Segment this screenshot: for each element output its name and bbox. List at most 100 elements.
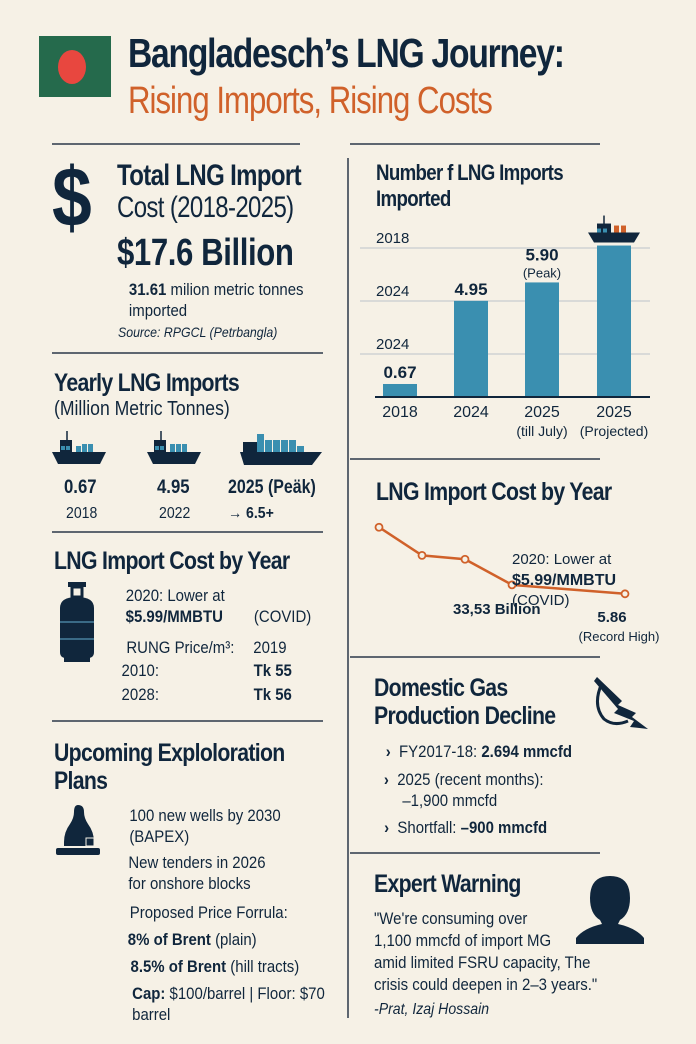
data-sublabel: (Peak) (523, 265, 561, 280)
data-point (620, 589, 630, 599)
domestic-heading-line1: Domestic Gas (374, 674, 508, 702)
cost-row-value: Tk 56 (253, 685, 292, 704)
divider (52, 720, 323, 722)
quote-line: "We're consuming over (374, 909, 528, 928)
line-chart: 2020: Lower at $5.99/MMBTU (COVID)33,53 Bi… (374, 522, 659, 644)
quote-line: 1,100 mmcfd of import MG (374, 931, 552, 950)
data-label: 5.90 (525, 245, 558, 264)
page-title: Bangladesch’s LNG Journey: (128, 30, 565, 76)
formula-bold: 8.5% of Brent (130, 957, 227, 976)
tonnes-text: milion metric tonnes (166, 280, 304, 299)
formula-label: Proposed Price Forrula: (129, 903, 288, 922)
person-icon (576, 876, 644, 944)
yearly-item-value: 0.67 (64, 477, 97, 498)
bullet-bold: –900 mmcfd (460, 818, 548, 837)
domestic-heading-line2: Production Decline (374, 702, 556, 730)
cost-row-value: Tk 55 (253, 661, 292, 680)
divider (350, 143, 600, 145)
tonnes-value: 31.61 (128, 280, 167, 299)
page-subtitle: Rising Imports, Rising Costs (128, 80, 493, 122)
cost-left-heading: LNG Import Cost by Year (54, 547, 290, 575)
total-cost-heading-line1: Total LNG Import (117, 159, 302, 192)
bar (597, 245, 631, 397)
bullet-text: FY2017-18: (399, 742, 482, 761)
line-chart-title: LNG Import Cost by Year (376, 478, 612, 506)
divider (350, 852, 600, 854)
exploration-item2-line1: New tenders in 2026 (128, 853, 266, 872)
divider (350, 656, 600, 658)
cost-left-price: $5.99/MMBTU (125, 607, 223, 626)
gas-cylinder-icon (60, 582, 94, 662)
cost-left-covid: (COVID) (253, 607, 312, 626)
yearly-imports-heading: Yearly LNG Imports (54, 369, 240, 397)
bullet-text: Shortfall: (397, 818, 461, 837)
domestic-bullet: › 2025 (recent months): –1,900 mmcfd (384, 769, 544, 811)
drilling-rig-icon (56, 805, 100, 855)
annotation-bold: $5.99/MMBTU (512, 572, 616, 589)
exploration-item: New tenders in 2026 for onshore blocks (128, 852, 265, 894)
gridline-label: 2024 (376, 283, 409, 300)
yearly-item-value: 2025 (Peäk) (228, 477, 316, 498)
category-label: 2025 (524, 404, 560, 421)
exploration-item1-line2: (BAPEX) (129, 827, 190, 846)
dollar-icon: $ (52, 150, 92, 244)
bar (525, 282, 559, 397)
chevron-right-icon: › (383, 770, 389, 789)
yearly-item-value: 4.95 (157, 477, 190, 498)
ship-icon (147, 431, 201, 464)
warning-attribution: -Prat, Izaj Hossain (374, 1001, 490, 1018)
column-divider (347, 158, 349, 1018)
formula-normal: (plain) (210, 930, 257, 949)
exploration-item: 100 new wells by 2030 (BAPEX) (129, 805, 280, 847)
yearly-item: 2025 (Peäk) → 6.5+ (228, 430, 338, 523)
bar-chart-title-text: Number f LNG Imports Imported (376, 160, 564, 211)
bar (454, 300, 488, 397)
category-label: (till July) (516, 423, 567, 439)
data-label: 0.67 (383, 363, 416, 382)
exploration-item2-line2: for onshore blocks (128, 874, 251, 893)
cap-text2: barrel (132, 1005, 171, 1024)
gridline-label: 2024 (376, 336, 409, 353)
annotation: 33,53 Billion (453, 601, 541, 618)
category-label: 2025 (596, 404, 632, 421)
cargo-ship-icon (240, 434, 322, 465)
formula-row: 8% of Brent (plain) (128, 929, 257, 950)
total-cost-heading-line2: Cost (2018-2025) (117, 191, 294, 224)
data-point (460, 554, 470, 564)
annotation: 5.86 (597, 609, 626, 626)
quote-line: crisis could deepen in 2–3 years." (374, 975, 598, 994)
cost-row-value: 2019 (253, 638, 287, 657)
warning-heading: Expert Warning (374, 870, 521, 898)
category-label: (Projected) (580, 423, 648, 439)
formula-bold: 8% of Brent (127, 930, 211, 949)
domestic-bullet: › Shortfall: –900 mmcfd (384, 817, 547, 838)
category-label: 2024 (453, 404, 489, 421)
yearly-item: 0.67 2018 (50, 430, 120, 523)
data-point (507, 580, 517, 590)
bullet-line2: –1,900 mmcfd (402, 791, 498, 810)
warning-quote: "We're consuming over 1,100 mmcfd of imp… (374, 908, 597, 996)
exploration-heading-line2: Plans (54, 767, 108, 795)
category-label: 2018 (382, 404, 418, 421)
cost-row-label: 2010: (121, 661, 159, 680)
decline-arrow-icon (594, 677, 648, 729)
ship-icon (588, 215, 640, 243)
exploration-heading-line1: Upcoming Exploloration (54, 739, 285, 767)
cap-text: $100/barrel | Floor: $70 (165, 984, 325, 1003)
domestic-bullet: › FY2017-18: 2.694 mmcfd (386, 741, 572, 762)
ship-icon (52, 431, 106, 464)
yearly-item: 4.95 2022 (145, 430, 215, 523)
bar (383, 383, 417, 397)
bar-chart-title: Number f LNG Imports Imported (376, 160, 597, 212)
bullet-text: 2025 (recent months): (397, 770, 544, 789)
bar-chart: 2018 2024 2024 0.67 2018 4.95 2024 5.90(Peak) 20… (360, 215, 650, 439)
annotation: 2020: Lower at (512, 551, 612, 568)
annotation: (COVID) (512, 592, 570, 609)
data-point (374, 522, 384, 532)
exploration-heading: Upcoming Exploloration Plans (54, 739, 285, 795)
total-cost-amount: $17.6 Billion (117, 232, 294, 274)
tonnes-text2: imported (128, 301, 188, 320)
bangladesh-flag-icon (39, 36, 111, 97)
cost-left-line1: 2020: Lower at (125, 586, 225, 605)
divider (350, 458, 600, 460)
